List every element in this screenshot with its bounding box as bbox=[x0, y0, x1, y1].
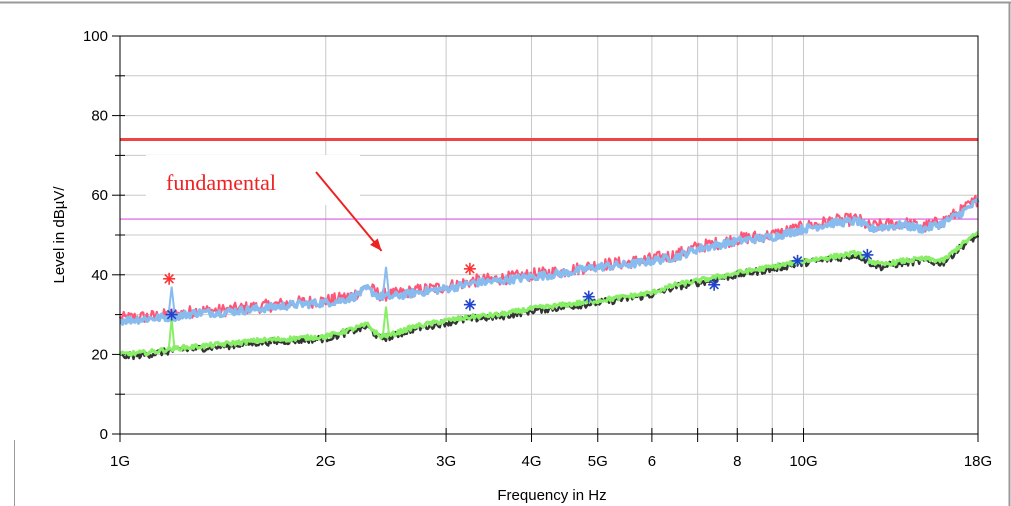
avg-marker-5 bbox=[791, 254, 804, 267]
y-axis-ticks: 0 20 40 60 80 100 bbox=[83, 28, 125, 443]
x-tick-label: 2G bbox=[316, 453, 336, 470]
y-tick-label: 80 bbox=[91, 108, 108, 125]
markers bbox=[163, 248, 874, 321]
y-tick-label: 0 bbox=[100, 426, 108, 443]
average-trace-green-spike bbox=[382, 306, 390, 335]
avg-marker-2 bbox=[463, 298, 476, 311]
avg-marker-6 bbox=[861, 248, 874, 261]
x-tick-label: 6 bbox=[648, 453, 656, 470]
grid bbox=[119, 36, 979, 434]
avg-marker-4 bbox=[708, 278, 721, 291]
avg-marker-3 bbox=[582, 290, 595, 303]
peak-trace-blue-spike bbox=[382, 266, 390, 295]
y-tick-label: 20 bbox=[91, 346, 108, 363]
peak-marker-2 bbox=[463, 262, 476, 275]
x-tick-label: 8 bbox=[733, 453, 741, 470]
annotation-arrowhead bbox=[370, 238, 382, 251]
x-tick-label: 18G bbox=[964, 453, 992, 470]
x-axis-label: Frequency in Hz bbox=[497, 487, 606, 504]
peak-trace-blue-spike bbox=[167, 286, 176, 315]
plot-area-border bbox=[119, 35, 979, 435]
x-axis-ticks: 1G 2G 3G 4G 5G 6 8 10G 18G bbox=[110, 428, 992, 470]
annotation-label: fundamental bbox=[166, 170, 276, 195]
x-tick-label: 3G bbox=[436, 453, 456, 470]
y-tick-label: 40 bbox=[91, 267, 108, 284]
y-tick-label: 60 bbox=[91, 187, 108, 204]
average-trace-green-line bbox=[118, 231, 979, 358]
x-tick-label: 5G bbox=[588, 453, 608, 470]
x-tick-label: 10G bbox=[789, 453, 817, 470]
annotation-box bbox=[146, 155, 360, 205]
x-tick-label: 1G bbox=[110, 453, 130, 470]
peak-marker-1 bbox=[163, 272, 176, 285]
peak-trace-blue-line bbox=[119, 198, 980, 326]
annotation-arrow bbox=[315, 171, 383, 252]
series-lines bbox=[118, 194, 980, 361]
y-tick-label: 100 bbox=[83, 28, 108, 45]
avg-marker-1 bbox=[165, 308, 178, 321]
y-axis-label: Level in dBµV/ bbox=[51, 186, 68, 284]
annotation: fundamental bbox=[146, 155, 383, 252]
x-tick-label: 4G bbox=[522, 453, 542, 470]
